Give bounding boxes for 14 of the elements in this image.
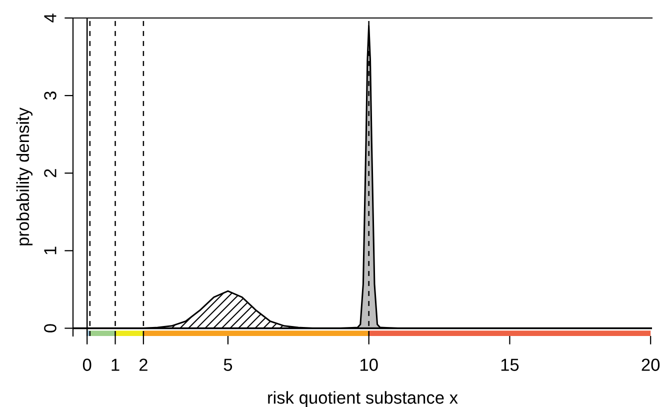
- y-tick-label: 4: [44, 14, 56, 22]
- x-axis-title: risk quotient substance x: [268, 391, 458, 407]
- y-tick-label: 3: [44, 91, 56, 100]
- x-tick-label: 0: [82, 358, 92, 371]
- x-tick-label: 5: [224, 358, 232, 371]
- y-tick-label: 1: [44, 246, 56, 254]
- y-axis-title: probability density: [16, 108, 33, 246]
- y-tick-label: 2: [44, 169, 56, 178]
- y-tick-label: 0: [44, 324, 56, 332]
- x-tick-label: 15: [501, 358, 519, 371]
- x-tick-label: 1: [112, 358, 120, 371]
- x-tick-label: 2: [139, 358, 148, 371]
- x-tick-label: 10: [360, 358, 378, 371]
- x-tick-label: 20: [642, 358, 660, 371]
